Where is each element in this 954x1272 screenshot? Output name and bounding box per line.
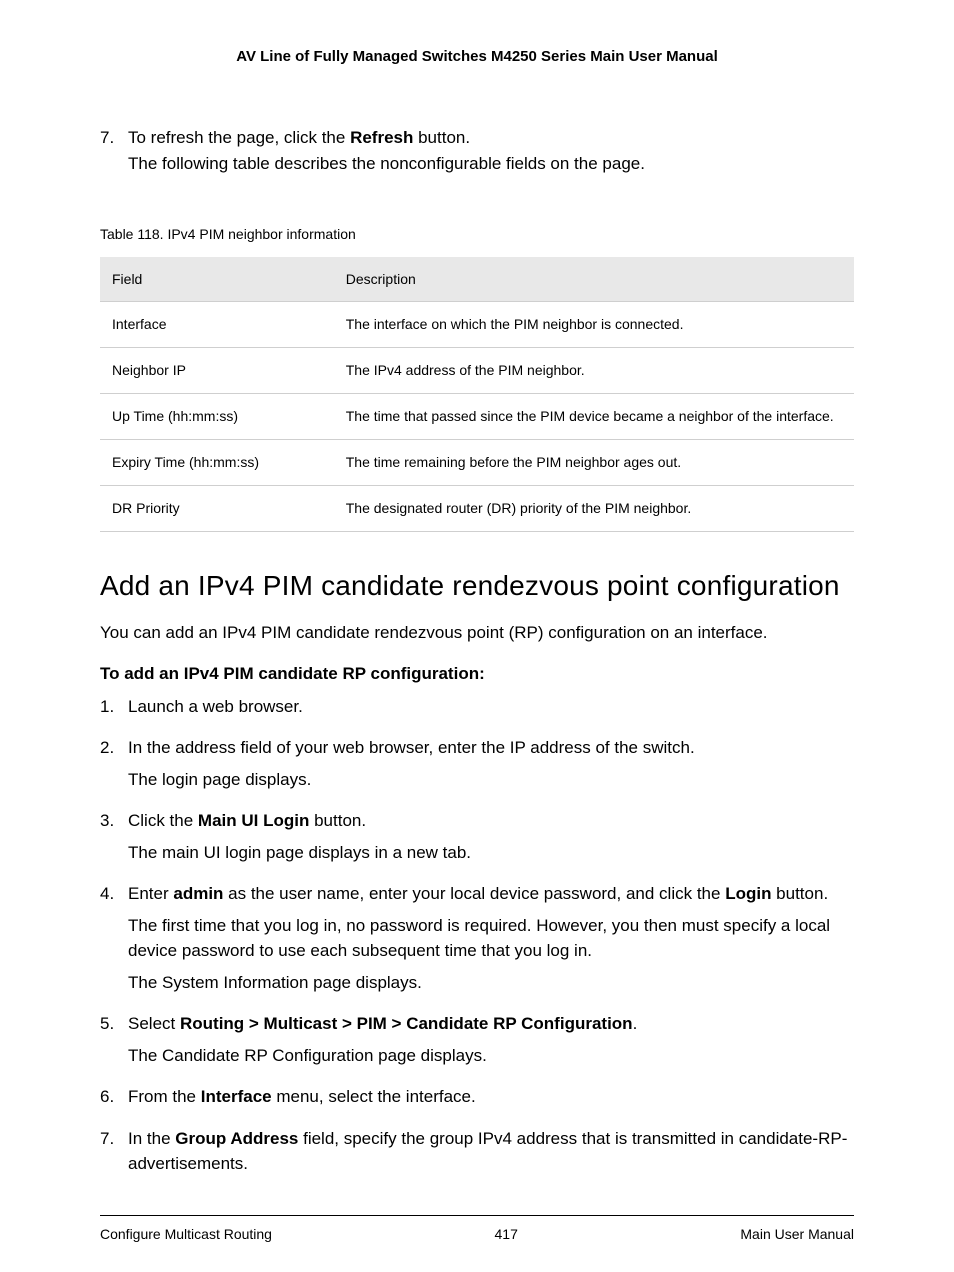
intro-step-text: To refresh the page, click the Refresh b… [128, 125, 854, 176]
intro-line2: The following table describes the noncon… [128, 151, 854, 177]
step-number: 7. [100, 1126, 128, 1177]
step-frag: Click the [128, 811, 198, 830]
step-bold: Interface [201, 1087, 272, 1106]
step-text: Launch a web browser. [128, 694, 854, 720]
step-frag: button. [771, 884, 828, 903]
table-header-field: Field [100, 257, 334, 302]
step-sub: The System Information page displays. [128, 970, 854, 996]
step-bold: Group Address [175, 1129, 298, 1148]
intro-line1-a: To refresh the page, click the [128, 128, 350, 147]
step-5: 5. Select Routing > Multicast > PIM > Ca… [100, 1011, 854, 1068]
document-header: AV Line of Fully Managed Switches M4250 … [100, 48, 854, 65]
table-cell-desc: The time remaining before the PIM neighb… [334, 440, 854, 486]
section-paragraph: You can add an IPv4 PIM candidate rendez… [100, 620, 854, 646]
footer-left: Configure Multicast Routing [100, 1226, 272, 1242]
table-cell-field: Neighbor IP [100, 348, 334, 394]
table-row: Up Time (hh:mm:ss) The time that passed … [100, 394, 854, 440]
step-number: 2. [100, 735, 128, 792]
step-bold: Main UI Login [198, 811, 309, 830]
step-4: 4. Enter admin as the user name, enter y… [100, 881, 854, 995]
step-number: 4. [100, 881, 128, 995]
page-footer: Configure Multicast Routing 417 Main Use… [100, 1215, 854, 1242]
footer-page-number: 417 [272, 1226, 740, 1242]
table-row: Interface The interface on which the PIM… [100, 302, 854, 348]
step-text: Click the Main UI Login button. The main… [128, 808, 854, 865]
table-cell-field: DR Priority [100, 486, 334, 532]
step-bold: Routing > Multicast > PIM > Candidate RP… [180, 1014, 633, 1033]
table-cell-desc: The time that passed since the PIM devic… [334, 394, 854, 440]
table-row: Expiry Time (hh:mm:ss) The time remainin… [100, 440, 854, 486]
table-cell-field: Up Time (hh:mm:ss) [100, 394, 334, 440]
step-sub: The login page displays. [128, 767, 854, 793]
step-text: From the Interface menu, select the inte… [128, 1084, 854, 1110]
intro-step: 7. To refresh the page, click the Refres… [100, 125, 854, 176]
step-frag: as the user name, enter your local devic… [223, 884, 725, 903]
table-caption: Table 118. IPv4 PIM neighbor information [100, 226, 854, 242]
table-header-description: Description [334, 257, 854, 302]
footer-right: Main User Manual [740, 1226, 854, 1242]
pim-neighbor-table: Field Description Interface The interfac… [100, 257, 854, 532]
step-frag: From the [128, 1087, 201, 1106]
step-sub: The first time that you log in, no passw… [128, 913, 854, 964]
intro-line1-c: button. [413, 128, 470, 147]
table-row: DR Priority The designated router (DR) p… [100, 486, 854, 532]
section-heading: Add an IPv4 PIM candidate rendezvous poi… [100, 570, 854, 602]
step-frag: In the [128, 1129, 175, 1148]
step-text: In the address field of your web browser… [128, 735, 854, 792]
step-bold: Login [725, 884, 771, 903]
step-line: In the address field of your web browser… [128, 738, 695, 757]
table-cell-field: Expiry Time (hh:mm:ss) [100, 440, 334, 486]
step-number: 3. [100, 808, 128, 865]
step-sub: The Candidate RP Configuration page disp… [128, 1043, 854, 1069]
step-number: 5. [100, 1011, 128, 1068]
step-frag: button. [309, 811, 366, 830]
step-sub: The main UI login page displays in a new… [128, 840, 854, 866]
intro-step-number: 7. [100, 125, 128, 176]
step-bold: admin [173, 884, 223, 903]
step-6: 6. From the Interface menu, select the i… [100, 1084, 854, 1110]
step-text: In the Group Address field, specify the … [128, 1126, 854, 1177]
intro-line1-refresh: Refresh [350, 128, 413, 147]
step-frag: menu, select the interface. [272, 1087, 476, 1106]
step-number: 1. [100, 694, 128, 720]
step-2: 2. In the address field of your web brow… [100, 735, 854, 792]
procedure-steps: 1. Launch a web browser. 2. In the addre… [100, 694, 854, 1177]
step-3: 3. Click the Main UI Login button. The m… [100, 808, 854, 865]
table-cell-desc: The interface on which the PIM neighbor … [334, 302, 854, 348]
step-frag: Enter [128, 884, 173, 903]
step-1: 1. Launch a web browser. [100, 694, 854, 720]
step-text: Select Routing > Multicast > PIM > Candi… [128, 1011, 854, 1068]
table-cell-desc: The IPv4 address of the PIM neighbor. [334, 348, 854, 394]
step-number: 6. [100, 1084, 128, 1110]
section-subheading: To add an IPv4 PIM candidate RP configur… [100, 664, 854, 684]
step-frag: Select [128, 1014, 180, 1033]
table-row: Neighbor IP The IPv4 address of the PIM … [100, 348, 854, 394]
table-cell-field: Interface [100, 302, 334, 348]
step-7: 7. In the Group Address field, specify t… [100, 1126, 854, 1177]
step-frag: . [633, 1014, 638, 1033]
step-text: Enter admin as the user name, enter your… [128, 881, 854, 995]
table-cell-desc: The designated router (DR) priority of t… [334, 486, 854, 532]
